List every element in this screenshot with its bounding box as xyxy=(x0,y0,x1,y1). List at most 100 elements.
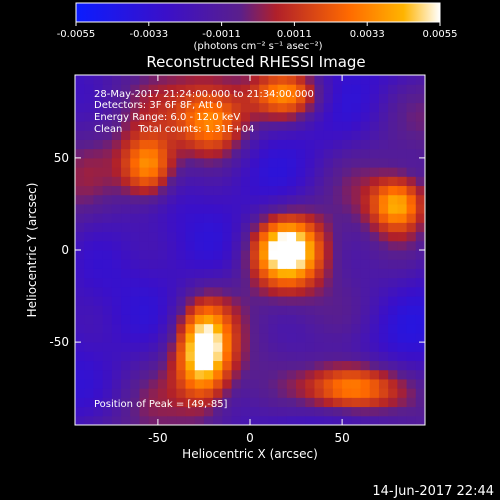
heatmap-cell xyxy=(139,332,150,343)
heatmap-cell xyxy=(194,369,205,380)
heatmap-cell xyxy=(167,323,177,334)
heatmap-cell xyxy=(203,397,214,408)
heatmap-cell xyxy=(121,231,131,242)
heatmap-cell xyxy=(351,323,362,334)
heatmap-cell xyxy=(415,240,426,251)
heatmap-cell xyxy=(84,231,94,242)
heatmap-cell xyxy=(305,378,315,389)
heatmap-cell xyxy=(176,231,187,242)
heatmap-cell xyxy=(121,93,131,104)
heatmap-cell xyxy=(360,185,371,196)
heatmap-cell xyxy=(185,203,196,214)
heatmap-cell xyxy=(185,139,196,150)
heatmap-cell xyxy=(231,185,242,196)
heatmap-cell xyxy=(203,222,214,233)
heatmap-cell xyxy=(240,369,251,380)
heatmap-cell xyxy=(332,93,343,104)
heatmap-cell xyxy=(406,397,417,408)
heatmap-cell xyxy=(250,240,260,251)
heatmap-cell xyxy=(84,305,94,315)
heatmap-cell xyxy=(277,139,288,150)
heatmap-cell xyxy=(305,121,315,131)
heatmap-cell xyxy=(351,203,362,214)
heatmap-cell xyxy=(351,75,362,85)
heatmap-cell xyxy=(176,277,187,288)
heatmap-cell xyxy=(176,250,187,260)
heatmap-cell xyxy=(351,167,362,177)
heatmap-cell xyxy=(93,139,104,150)
heatmap-cell xyxy=(296,406,306,417)
heatmap-cell xyxy=(84,167,94,177)
heatmap-cell xyxy=(111,259,122,269)
heatmap-cell xyxy=(277,121,288,131)
heatmap-cell xyxy=(111,84,122,94)
heatmap-cell xyxy=(176,102,187,113)
heatmap-cell xyxy=(102,203,113,214)
heatmap-cell xyxy=(139,75,150,85)
heatmap-cell xyxy=(75,332,85,343)
heatmap-cell xyxy=(286,231,297,242)
heatmap-cell xyxy=(102,296,113,306)
heatmap-cell xyxy=(296,167,306,177)
heatmap-cell xyxy=(231,296,242,306)
heatmap-cell xyxy=(388,157,398,168)
heatmap-cell xyxy=(259,148,269,159)
heatmap-cell xyxy=(397,213,408,223)
heatmap-cell xyxy=(222,167,233,177)
heatmap-cell xyxy=(222,259,233,269)
heatmap-cell xyxy=(176,75,187,85)
heatmap-cell xyxy=(277,415,288,426)
heatmap-cell xyxy=(111,139,122,150)
heatmap-cell xyxy=(121,296,131,306)
heatmap-cell xyxy=(111,296,122,306)
heatmap-cell xyxy=(415,378,426,389)
heatmap-cell xyxy=(305,130,315,140)
heatmap-cell xyxy=(111,102,122,113)
heatmap-cell xyxy=(259,185,269,196)
heatmap-cell xyxy=(148,148,159,159)
heatmap-cell xyxy=(286,342,297,352)
heatmap-cell xyxy=(342,130,352,140)
heatmap-cell xyxy=(185,415,196,426)
heatmap-cell xyxy=(93,194,104,205)
heatmap-cell xyxy=(167,259,177,269)
heatmap-cell xyxy=(296,314,306,325)
heatmap-cell xyxy=(148,406,159,417)
heatmap-cell xyxy=(231,388,242,398)
heatmap-cell xyxy=(121,305,131,315)
heatmap-cell xyxy=(102,167,113,177)
heatmap-cell xyxy=(250,406,260,417)
heatmap-cell xyxy=(185,342,196,352)
heatmap-cell xyxy=(111,388,122,398)
heatmap-cell xyxy=(415,259,426,269)
heatmap-cell xyxy=(397,305,408,315)
heatmap-cell xyxy=(185,167,196,177)
heatmap-cell xyxy=(378,84,389,94)
heatmap-cell xyxy=(75,75,85,85)
heatmap-cell xyxy=(369,259,380,269)
heatmap-cell xyxy=(84,194,94,205)
heatmap-cell xyxy=(388,378,398,389)
heatmap-cell xyxy=(259,415,269,426)
heatmap-cell xyxy=(167,167,177,177)
heatmap-cell xyxy=(176,194,187,205)
heatmap-cell xyxy=(314,378,325,389)
heatmap-cell xyxy=(84,148,94,159)
heatmap-cell xyxy=(222,194,233,205)
heatmap-cell xyxy=(139,323,150,334)
heatmap-cell xyxy=(185,102,196,113)
heatmap-cell xyxy=(397,397,408,408)
heatmap-cell xyxy=(167,378,177,389)
heatmap-cell xyxy=(157,286,168,297)
heatmap-cell xyxy=(167,250,177,260)
heatmap-cell xyxy=(102,222,113,233)
heatmap-cell xyxy=(93,75,104,85)
heatmap-cell xyxy=(93,332,104,343)
heatmap-cell xyxy=(213,84,223,94)
heatmap-cell xyxy=(360,194,371,205)
heatmap-cell xyxy=(397,415,408,426)
heatmap-cell xyxy=(351,250,362,260)
heatmap-cell xyxy=(93,369,104,380)
heatmap-cell xyxy=(268,102,279,113)
heatmap-cell xyxy=(250,102,260,113)
